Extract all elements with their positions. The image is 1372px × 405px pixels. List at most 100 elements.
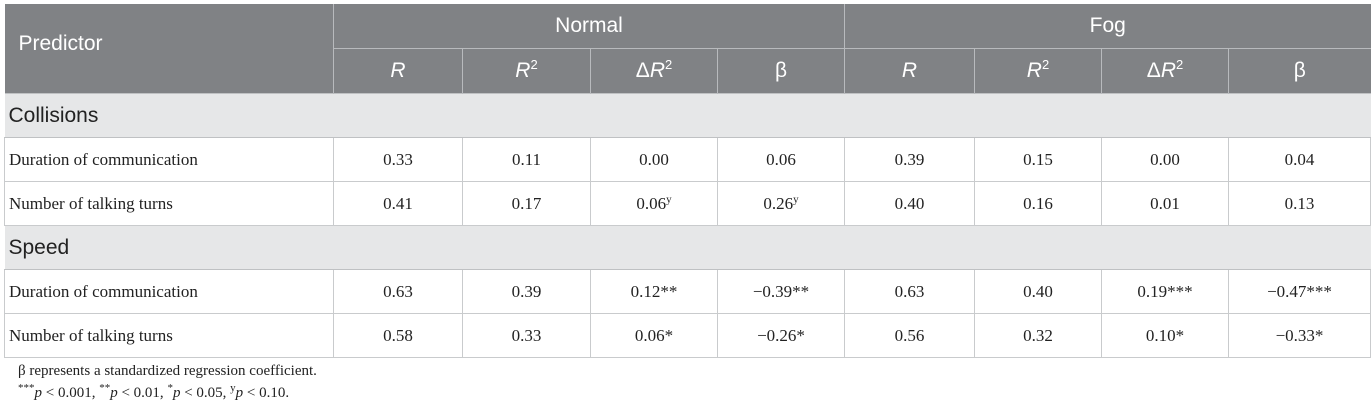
section-title: Collisions	[4, 93, 1371, 138]
cell-value: 0.39	[511, 281, 542, 301]
cell-value: 0.06	[766, 149, 796, 169]
cell-value: 0.01	[1150, 193, 1180, 213]
column-header-prefix: Δ	[1146, 59, 1161, 82]
cell-value: −0.39**	[752, 281, 810, 301]
table-row: Duration of communication 0.63 0.39 0.12** −…	[4, 269, 1371, 314]
cell-value: 0.00	[639, 149, 669, 169]
column-header-superscript: 2	[664, 57, 673, 72]
table-row: Number of talking turns 0.58 0.33 0.06* −0.2…	[4, 313, 1371, 358]
table-cell: 0.16	[974, 181, 1102, 226]
table-cell: −0.39**	[717, 269, 845, 314]
section-row: Speed	[4, 225, 1371, 270]
table-cell: 0.15	[974, 137, 1102, 182]
cell-value: 0.63	[383, 281, 413, 301]
footnote-significance: ***p < 0.001, **p < 0.01, *p < 0.05, yp …	[18, 382, 317, 404]
group-header-normal: Normal	[333, 4, 845, 49]
table-cell: 0.39	[462, 269, 591, 314]
column-header-symbol: R	[390, 59, 406, 82]
column-header-superscript: 2	[1041, 57, 1050, 72]
row-label: Duration of communication	[4, 269, 334, 314]
table-cell: 0.56	[844, 313, 975, 358]
column-header: R	[333, 48, 463, 94]
cell-value: −0.33*	[1275, 325, 1324, 345]
cell-value: 0.32	[1023, 325, 1053, 345]
column-header: β	[717, 48, 845, 94]
footnote-p: p	[34, 385, 43, 401]
table-cell: 0.11	[462, 137, 591, 182]
column-header-symbol: β	[774, 59, 788, 82]
section-row: Collisions	[4, 93, 1371, 138]
column-header-symbol: R	[649, 59, 665, 82]
footnote-beta: β represents a standardized regression c…	[18, 363, 317, 379]
footnote-p: p	[172, 385, 181, 401]
cell-value: 0.19***	[1137, 281, 1193, 301]
table-cell: 0.12**	[590, 269, 718, 314]
column-header: R2	[974, 48, 1102, 94]
table-footnotes: β represents a standardized regression c…	[18, 360, 317, 404]
predictor-header: Predictor	[4, 4, 334, 94]
table-cell: 0.41	[333, 181, 463, 226]
footnote-text: < 0.001,	[42, 385, 100, 401]
column-header-superscript: 2	[1175, 57, 1184, 72]
column-header-symbol: R	[901, 59, 918, 82]
table-cell: 0.00	[1101, 137, 1229, 182]
footnote-superscript: **	[99, 382, 111, 394]
table-cell: 0.04	[1228, 137, 1371, 182]
cell-value: 0.63	[894, 281, 925, 301]
table-cell: 0.06*	[590, 313, 718, 358]
footnote-superscript: *	[167, 382, 173, 394]
cell-value: 0.58	[383, 325, 413, 345]
footnote-text: < 0.10.	[243, 385, 290, 401]
footnote-superscript: y	[230, 382, 236, 394]
cell-value: 0.10*	[1145, 325, 1185, 345]
table-cell: 0.19***	[1101, 269, 1229, 314]
footnote-text: < 0.01,	[117, 385, 168, 401]
table-cell: 0.06	[717, 137, 845, 182]
group-header-fog: Fog	[844, 4, 1371, 49]
table-row: Number of talking turns 0.41 0.17 0.06y 0.26…	[4, 181, 1371, 226]
column-header: R	[844, 48, 975, 94]
column-header-prefix: Δ	[635, 59, 650, 82]
table-cell: 0.00	[590, 137, 718, 182]
column-header-symbol: R	[1026, 59, 1042, 82]
footnote-text: < 0.05,	[180, 385, 231, 401]
column-header-symbol: R	[515, 59, 531, 82]
column-header: β	[1228, 48, 1371, 94]
table-cell: 0.40	[974, 269, 1102, 314]
table-cell: 0.13	[1228, 181, 1371, 226]
column-header: ΔR2	[1101, 48, 1229, 94]
cell-value: 0.06*	[634, 325, 674, 345]
column-header-symbol: R	[1160, 59, 1176, 82]
footnote-superscript: ***	[18, 382, 35, 394]
table-cell: 0.01	[1101, 181, 1229, 226]
cell-superscript: y	[793, 192, 799, 205]
cell-value: 0.16	[1023, 193, 1053, 213]
column-header-symbol: β	[1293, 59, 1306, 82]
cell-value: 0.26	[763, 193, 794, 213]
cell-value: −0.47***	[1267, 281, 1332, 301]
cell-value: 0.13	[1284, 193, 1315, 213]
cell-value: 0.56	[894, 325, 925, 345]
cell-value: 0.41	[383, 193, 413, 213]
row-label: Number of talking turns	[4, 313, 334, 358]
cell-value: 0.33	[383, 149, 413, 169]
cell-value: 0.15	[1023, 149, 1053, 169]
table-cell: 0.32	[974, 313, 1102, 358]
table-cell: 0.40	[844, 181, 975, 226]
cell-value: 0.17	[511, 193, 542, 213]
table-cell: 0.63	[333, 269, 463, 314]
table-cell: −0.26*	[717, 313, 845, 358]
cell-value: 0.00	[1150, 149, 1180, 169]
row-label: Number of talking turns	[4, 181, 334, 226]
cell-superscript: y	[666, 192, 672, 205]
table-cell: 0.06y	[590, 181, 718, 226]
cell-value: 0.40	[894, 193, 925, 213]
footnote-p: p	[110, 385, 118, 401]
table-cell: 0.10*	[1101, 313, 1229, 358]
table-cell: 0.17	[462, 181, 591, 226]
table-cell: −0.47***	[1228, 269, 1371, 314]
table-cell: 0.39	[844, 137, 975, 182]
column-header: ΔR2	[590, 48, 718, 94]
cell-value: 0.40	[1023, 281, 1053, 301]
table-row: Duration of communication 0.33 0.11 0.00 0.0…	[4, 137, 1371, 182]
